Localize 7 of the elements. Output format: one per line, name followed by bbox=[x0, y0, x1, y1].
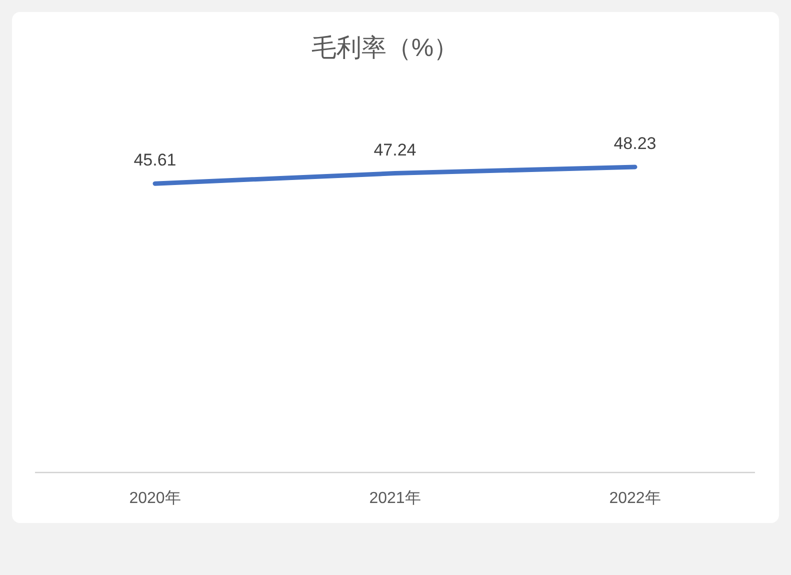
data-label: 48.23 bbox=[614, 134, 656, 153]
x-tick-label: 2022年 bbox=[609, 490, 661, 507]
chart-title: 毛利率（%） bbox=[311, 34, 459, 62]
x-tick-label: 2020年 bbox=[129, 490, 181, 507]
data-label: 45.61 bbox=[134, 150, 176, 170]
x-tick-label: 2021年 bbox=[369, 490, 421, 507]
data-label: 47.24 bbox=[374, 140, 416, 160]
